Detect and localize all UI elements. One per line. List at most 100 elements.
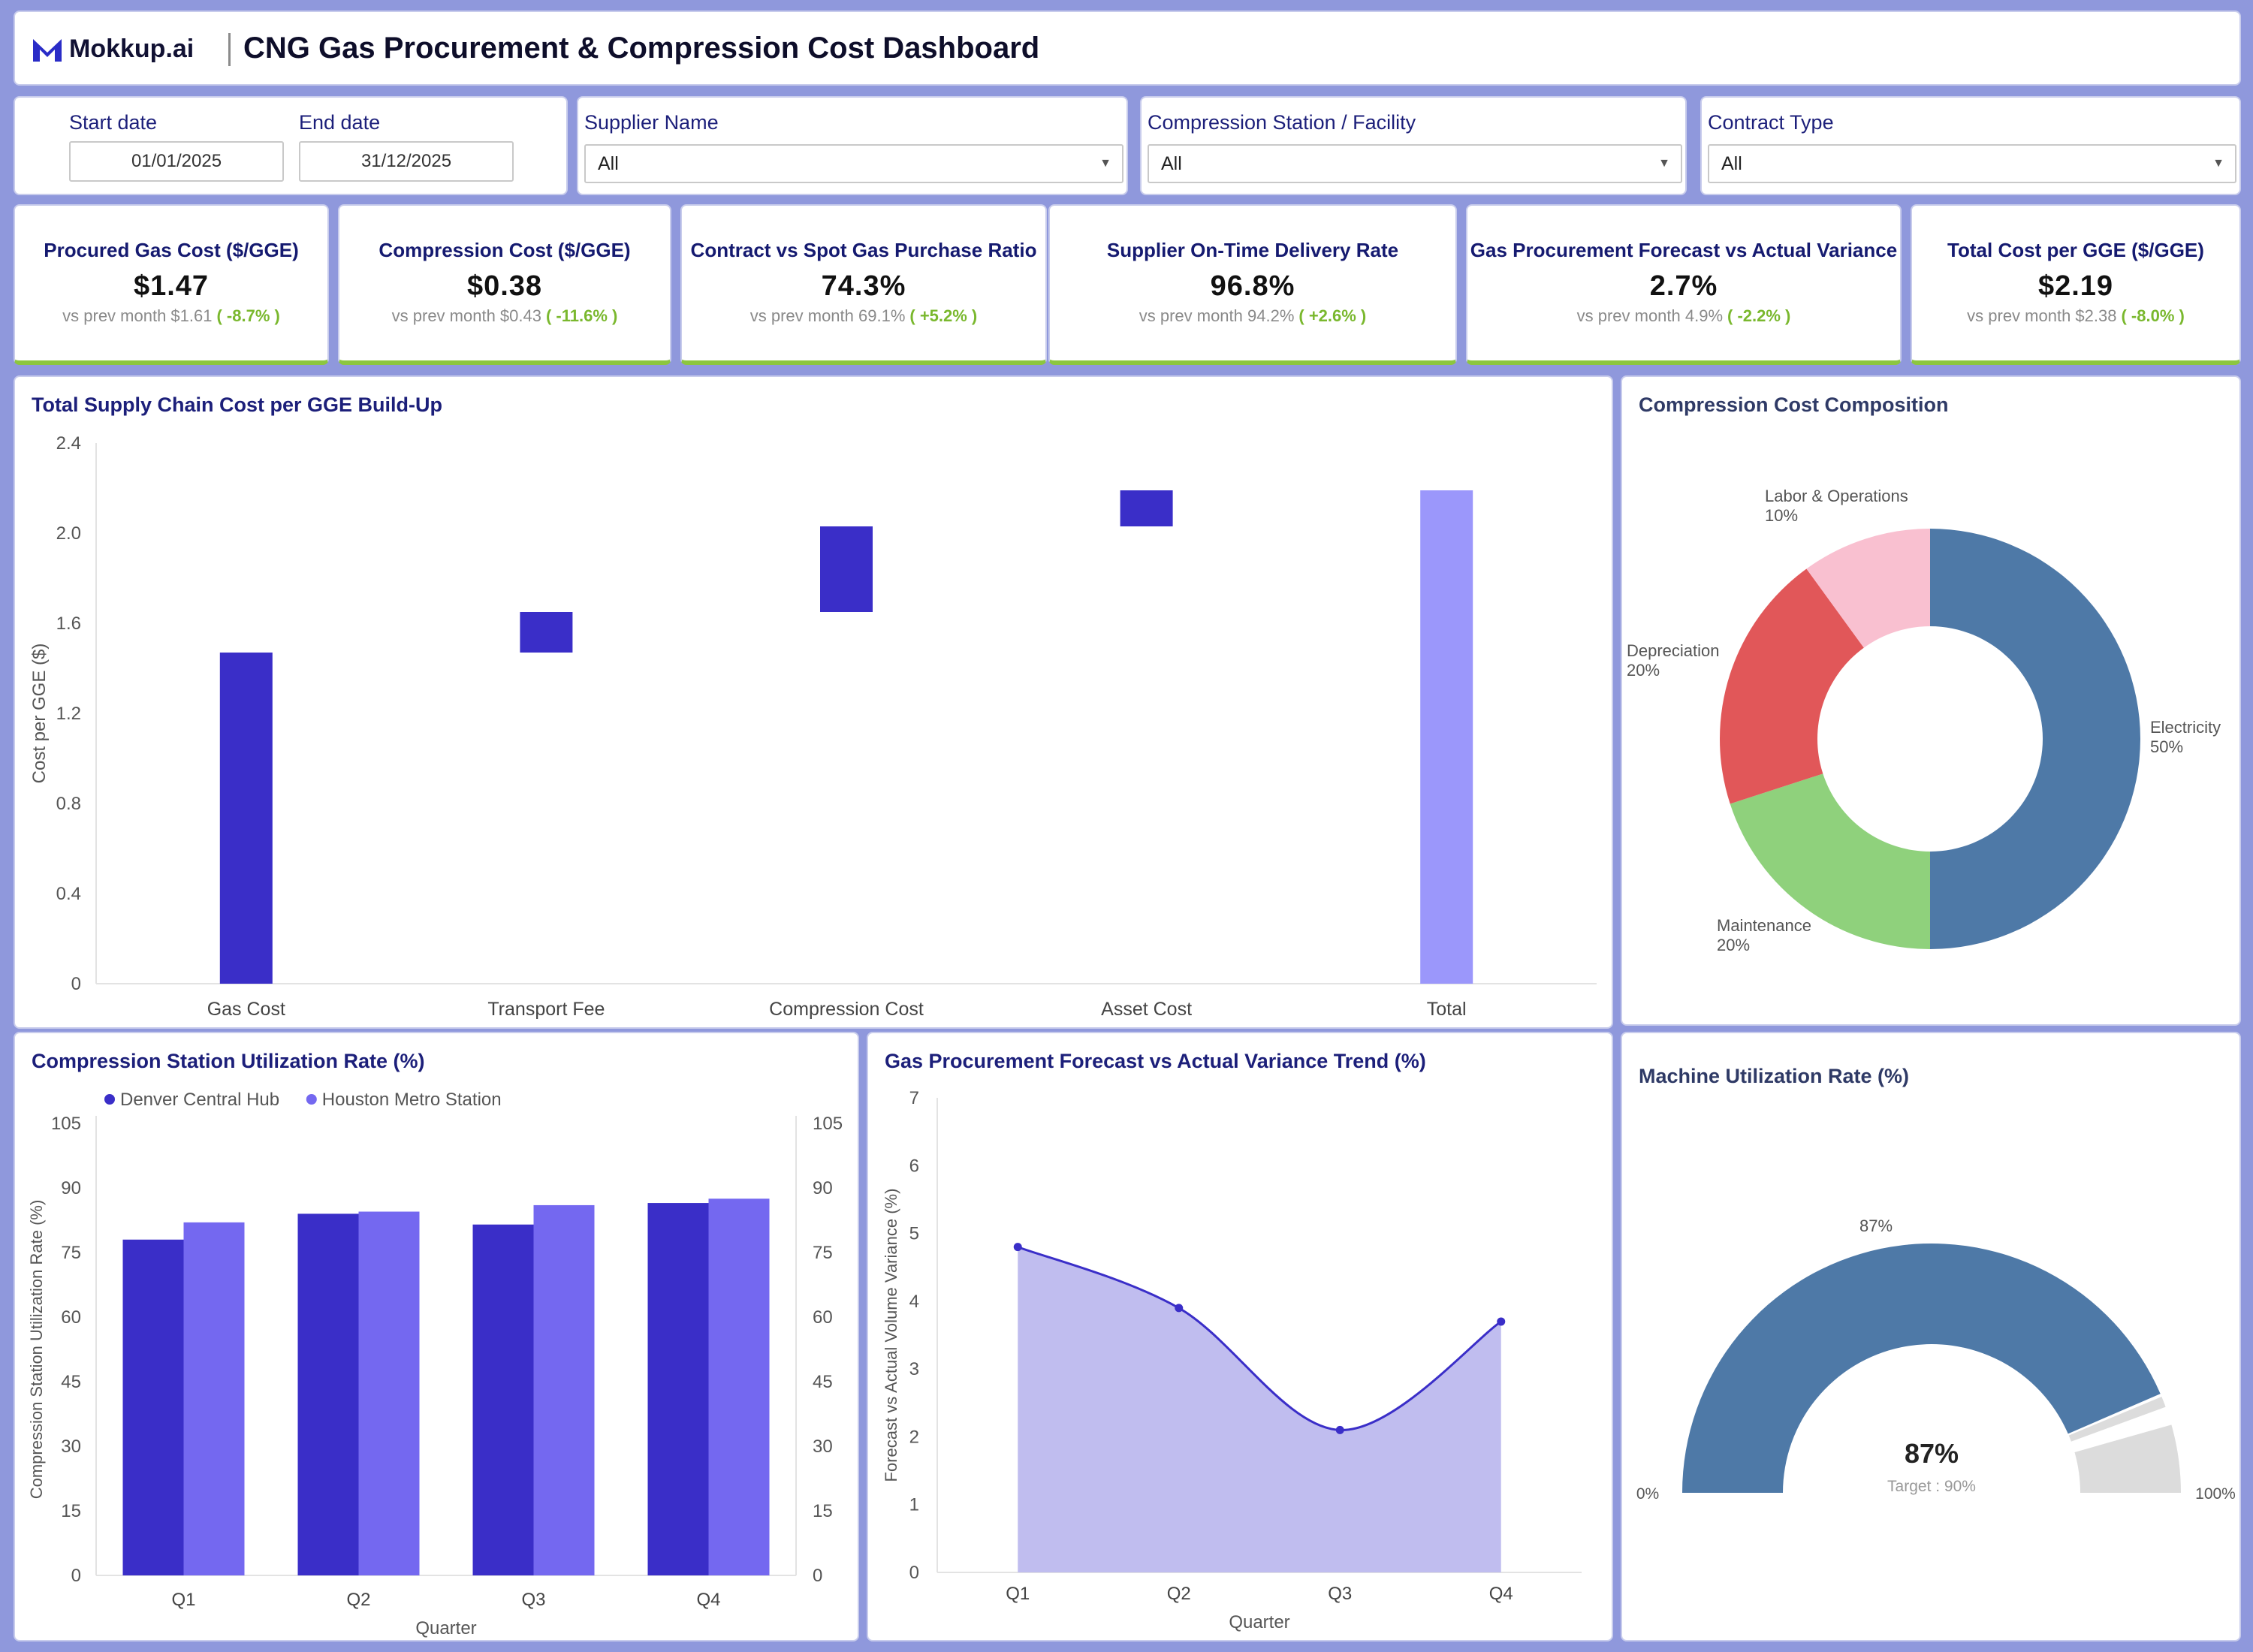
chart-title: Compression Station Utilization Rate (%) — [32, 1050, 425, 1072]
gauge-target-label: Target : 90% — [1887, 1478, 1976, 1495]
supplier-filter-panel: Supplier Name All ▼ — [577, 96, 1128, 195]
page-title: CNG Gas Procurement & Compression Cost D… — [243, 32, 1040, 65]
x-tick-label: Gas Cost — [207, 999, 285, 1020]
slice-percent-label: 50% — [2150, 737, 2183, 756]
waterfall-chart: 0 0.4 0.8 1.2 1.6 2.0 2.4 Cost per GGE ($) Gas C… — [29, 433, 1597, 1020]
y-tick-label: 0 — [71, 1566, 81, 1586]
x-tick-label: Q3 — [1328, 1584, 1352, 1604]
y-tick-label: 5 — [909, 1224, 919, 1244]
x-tick-label: Total — [1427, 999, 1467, 1020]
y-tick-label: 0 — [909, 1563, 919, 1583]
mokkup-logo-icon — [33, 38, 62, 62]
y-tick-label: 60 — [61, 1307, 81, 1328]
kpi-card-contract-spot-ratio: Contract vs Spot Gas Purchase Ratio 74.3… — [680, 204, 1047, 365]
x-tick-label: Q1 — [171, 1590, 195, 1610]
waterfall-bar — [820, 526, 873, 612]
kpi-value: 2.7% — [1649, 270, 1718, 302]
x-tick-label: Q3 — [521, 1590, 545, 1610]
donut-chart-panel: Compression Cost Composition Electricity… — [1621, 375, 2241, 1026]
x-tick-label: Q2 — [346, 1590, 370, 1610]
kpi-comparison: vs prev month $0.43( -11.6% ) — [339, 306, 670, 326]
y-tick-label: 1.6 — [56, 613, 81, 634]
y-tick-label-right: 75 — [813, 1243, 833, 1263]
variance-point — [1497, 1317, 1506, 1326]
slice-percent-label: 10% — [1765, 506, 1798, 525]
utilization-chart-panel: Compression Station Utilization Rate (%)… — [14, 1032, 859, 1641]
waterfall-bar — [1120, 490, 1173, 526]
chevron-down-icon: ▼ — [2212, 157, 2224, 170]
kpi-change: ( -11.6% ) — [545, 306, 618, 325]
y-axis-label: Forecast vs Actual Volume Variance (%) — [882, 1189, 900, 1482]
variance-chart: 0 1 2 3 4 5 6 7 Forecast vs Actual Volume Varian… — [882, 1088, 1582, 1632]
gauge-max-label: 100% — [2195, 1485, 2236, 1503]
contract-select[interactable]: All ▼ — [1708, 144, 2236, 183]
y-tick-label: 3 — [909, 1359, 919, 1379]
x-tick-label: Q4 — [696, 1590, 720, 1610]
y-axis-label: Cost per GGE ($) — [29, 644, 50, 784]
kpi-card-total-cost: Total Cost per GGE ($/GGE) $2.19 vs prev… — [1911, 204, 2241, 365]
utilization-bar — [472, 1224, 534, 1575]
gauge-chart: 87% 87% Target : 90% 0% 100% — [1636, 1216, 2236, 1503]
x-tick-label: Asset Cost — [1101, 999, 1192, 1020]
kpi-card-on-time-delivery: Supplier On-Time Delivery Rate 96.8% vs … — [1048, 204, 1457, 365]
kpi-change: ( +5.2% ) — [909, 306, 978, 325]
legend-label: Houston Metro Station — [322, 1090, 502, 1110]
kpi-value: $0.38 — [466, 270, 543, 302]
supplier-select[interactable]: All ▼ — [584, 144, 1123, 183]
donut-slice — [1720, 568, 1864, 804]
gauge-top-label: 87% — [1859, 1216, 1893, 1235]
gauge-value-label: 87% — [1905, 1438, 1959, 1469]
gauge-chart-panel: Machine Utilization Rate (%) 87% 87% Targe… — [1621, 1032, 2241, 1641]
y-tick-label-right: 0 — [813, 1566, 822, 1586]
y-tick-label: 6 — [909, 1156, 919, 1176]
header-divider — [228, 33, 231, 66]
chevron-down-icon: ▼ — [1658, 157, 1670, 170]
y-tick-label: 7 — [909, 1088, 919, 1108]
y-tick-label: 0.8 — [56, 794, 81, 814]
kpi-change: ( -8.0% ) — [2121, 306, 2185, 325]
slice-percent-label: 20% — [1627, 661, 1660, 680]
station-select[interactable]: All ▼ — [1148, 144, 1682, 183]
kpi-comparison: vs prev month 69.1%( +5.2% ) — [682, 306, 1045, 326]
kpi-change: ( -2.2% ) — [1727, 306, 1791, 325]
gauge-gap-arc — [2068, 1396, 2166, 1442]
supplier-select-value: All — [598, 153, 619, 174]
waterfall-bar — [219, 653, 273, 984]
y-tick-label-right: 30 — [813, 1436, 833, 1457]
y-tick-label-right: 90 — [813, 1178, 833, 1198]
variance-point — [1175, 1304, 1184, 1313]
x-axis-label: Quarter — [415, 1618, 476, 1638]
kpi-title: Gas Procurement Forecast vs Actual Varia… — [1470, 239, 1898, 261]
station-filter-panel: Compression Station / Facility All ▼ — [1140, 96, 1687, 195]
legend-label: Denver Central Hub — [120, 1090, 279, 1110]
waterfall-chart-panel: Total Supply Chain Cost per GGE Build-Up… — [14, 375, 1613, 1029]
slice-percent-label: 20% — [1717, 936, 1750, 954]
legend-marker — [306, 1094, 317, 1105]
utilization-chart: 0 0 15 15 30 30 45 45 60 60 75 75 90 90 105 105 Compress… — [27, 1090, 843, 1638]
variance-chart-panel: Gas Procurement Forecast vs Actual Varia… — [867, 1032, 1613, 1641]
y-tick-label: 90 — [61, 1178, 81, 1198]
chevron-down-icon: ▼ — [1099, 157, 1111, 170]
y-tick-label: 1 — [909, 1495, 919, 1515]
utilization-bar — [358, 1211, 420, 1575]
kpi-prev: vs prev month 69.1% — [749, 306, 906, 325]
station-label: Compression Station / Facility — [1148, 111, 1416, 134]
slice-label: Electricity — [2150, 718, 2221, 737]
y-tick-label: 4 — [909, 1292, 919, 1312]
end-date-input[interactable]: 31/12/2025 — [299, 141, 514, 182]
logo: Mokkup.ai — [32, 35, 194, 64]
contract-label: Contract Type — [1708, 111, 1834, 134]
chart-title: Gas Procurement Forecast vs Actual Varia… — [885, 1050, 1426, 1072]
x-tick-label: Compression Cost — [769, 999, 924, 1020]
supplier-label: Supplier Name — [584, 111, 719, 134]
y-tick-label-right: 60 — [813, 1307, 833, 1328]
slice-label: Maintenance — [1717, 916, 1811, 935]
waterfall-bar — [520, 612, 573, 653]
contract-filter-panel: Contract Type All ▼ — [1700, 96, 2241, 195]
donut-slice — [1930, 529, 2140, 949]
y-tick-label: 2.4 — [56, 433, 81, 454]
variance-point — [1013, 1243, 1022, 1252]
y-tick-label: 2.0 — [56, 523, 81, 544]
start-date-input[interactable]: 01/01/2025 — [69, 141, 284, 182]
end-date-label: End date — [299, 111, 381, 134]
